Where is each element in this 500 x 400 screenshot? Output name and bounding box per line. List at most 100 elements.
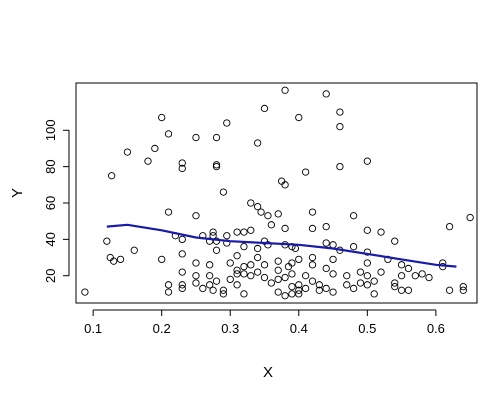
x-tick-label: 0.3 [221,321,239,336]
data-point [329,255,337,264]
data-point [240,228,248,236]
data-point [322,239,330,247]
data-point [267,279,276,287]
y-tick-label: 20 [43,268,58,282]
data-point [267,221,276,229]
data-point [404,286,413,294]
data-point [219,286,228,294]
data-point [301,272,310,280]
x-axis-label: X [263,364,273,381]
data-point [288,290,296,298]
data-point [212,162,221,171]
x-tick-label: 0.4 [290,321,308,336]
data-point [274,210,282,218]
data-point [356,268,365,276]
data-point [418,270,426,278]
data-point [281,86,289,94]
data-point [288,270,296,278]
data-point [192,133,200,142]
data-point [233,228,241,236]
data-point [288,259,296,267]
data-point [260,273,269,282]
data-point [192,279,200,287]
data-point [253,268,262,276]
data-point [206,281,214,289]
data-point [277,177,286,185]
data-point [253,244,262,253]
data-point [370,290,378,298]
x-tick-label: 0.1 [84,321,102,336]
data-point [192,272,200,280]
data-point [329,241,337,249]
data-point [233,266,241,274]
y-axis-label: Y [9,188,26,198]
data-point [391,282,399,291]
data-point [370,277,378,285]
data-point [223,119,231,127]
data-point [343,281,351,289]
data-point [336,162,344,171]
data-point [164,130,173,138]
data-point [336,108,344,116]
data-point [226,259,234,267]
data-point [274,266,282,274]
data-point [308,261,317,269]
data-points [81,86,474,300]
data-point [247,226,255,234]
data-point [212,277,221,285]
data-point [164,288,173,296]
data-point [391,279,399,287]
data-point [107,172,116,180]
data-point [363,248,371,256]
data-point [274,288,282,296]
data-point [308,277,317,285]
data-point [151,144,159,153]
data-point [288,282,296,291]
data-point [281,292,289,300]
data-point [240,262,248,271]
data-point [397,272,406,280]
x-tick-label: 0.2 [153,321,171,336]
data-point [247,261,255,269]
data-point [253,202,262,211]
data-point [308,208,317,216]
data-point [295,290,303,298]
data-point [178,159,186,167]
data-point [253,253,262,262]
data-point [209,228,217,236]
data-point [459,282,467,291]
data-point [363,272,371,280]
data-point [322,284,330,293]
data-point [377,268,385,276]
smooth-trend-line [106,223,457,268]
data-point [103,237,111,245]
data-point [260,104,269,113]
data-point [226,275,234,284]
data-point [247,272,255,280]
data-point [199,284,207,293]
data-point [281,273,289,282]
data-point [363,226,371,234]
data-point [223,232,231,240]
data-point [356,279,365,287]
data-point [284,262,293,271]
data-point [110,257,118,265]
data-point [295,286,303,294]
data-point [219,290,228,298]
data-point [466,213,474,222]
data-point [240,242,248,251]
data-point [178,281,186,289]
data-point [363,157,371,165]
data-point [212,133,221,142]
data-point [116,255,125,264]
data-point [308,253,317,262]
data-point [349,212,358,220]
x-tick-label: 0.6 [427,321,445,336]
data-point [411,272,419,280]
data-point [295,281,303,289]
plot-box [75,82,478,304]
data-point [219,188,228,196]
data-point [253,139,262,147]
data-point [322,222,330,231]
x-axis: 0.1 0.2 0.3 0.4 0.5 0.6 [84,309,445,336]
